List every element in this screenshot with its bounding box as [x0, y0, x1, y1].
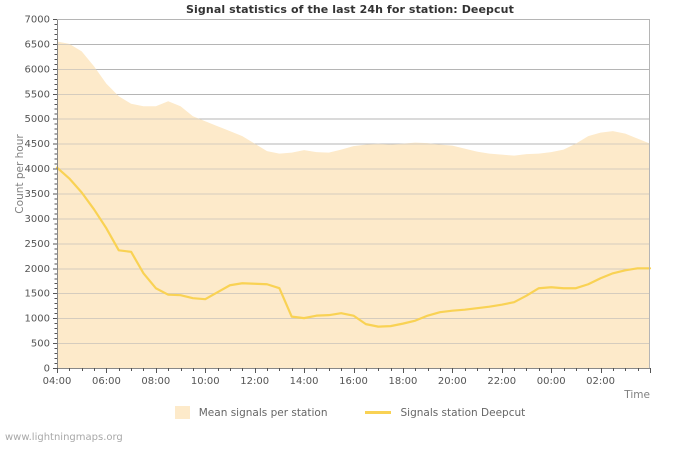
y-axis-tick-label: 500 [31, 339, 50, 350]
legend-label-mean-signals: Mean signals per station [198, 406, 328, 419]
y-axis-tick-label: 4500 [25, 139, 50, 150]
line-series-station-deepcut [55, 166, 652, 328]
x-axis-tick-label: 08:00 [141, 376, 170, 387]
y-axis-tick-label: 2000 [25, 264, 50, 275]
y-axis-tick-label: 5000 [25, 114, 50, 125]
x-axis-tick-label: 16:00 [339, 376, 368, 387]
y-axis-tick-label: 6500 [25, 39, 50, 50]
y-axis-tick-label: 2500 [25, 239, 50, 250]
y-axis-tick-label: 3000 [25, 214, 50, 225]
legend-item-mean-signals[interactable]: Mean signals per station [174, 406, 328, 419]
legend-label-station-signals: Signals station Deepcut [400, 406, 526, 419]
y-axis-label: Count per hour [14, 134, 26, 214]
x-axis-tick-label: 04:00 [43, 376, 72, 387]
x-axis-tick-label: 00:00 [537, 376, 566, 387]
x-axis-tick-label: 06:00 [92, 376, 121, 387]
x-axis-tick-label: 14:00 [290, 376, 319, 387]
y-axis-tick-label: 1500 [25, 289, 50, 300]
y-axis-tick-label: 5500 [25, 89, 50, 100]
y-axis-tick-label: 0 [44, 364, 50, 375]
chart-title: Signal statistics of the last 24h for st… [186, 3, 514, 16]
chart-legend: Mean signals per station Signals station… [0, 406, 700, 419]
y-axis-tick-label: 4000 [25, 164, 50, 175]
y-axis-tick-label: 1000 [25, 314, 50, 325]
y-axis-tick-label: 6000 [25, 64, 50, 75]
y-axis-tick-label: 3500 [25, 189, 50, 200]
line-swatch-icon [365, 411, 392, 414]
x-axis-tick-label: 20:00 [438, 376, 467, 387]
area-swatch-icon [174, 406, 190, 419]
x-axis-tick-label: 18:00 [389, 376, 418, 387]
watermark: www.lightningmaps.org [5, 432, 123, 443]
area-series-mean-signals [57, 41, 650, 368]
x-axis-tick-label: 22:00 [487, 376, 516, 387]
x-axis-tick-label: 10:00 [191, 376, 220, 387]
legend-item-station-signals[interactable]: Signals station Deepcut [365, 407, 525, 419]
x-axis-tick-label: 12:00 [240, 376, 269, 387]
x-axis-tick-label: 02:00 [586, 376, 615, 387]
x-axis-label: Time [624, 389, 650, 401]
y-axis-tick-label: 7000 [25, 15, 50, 26]
